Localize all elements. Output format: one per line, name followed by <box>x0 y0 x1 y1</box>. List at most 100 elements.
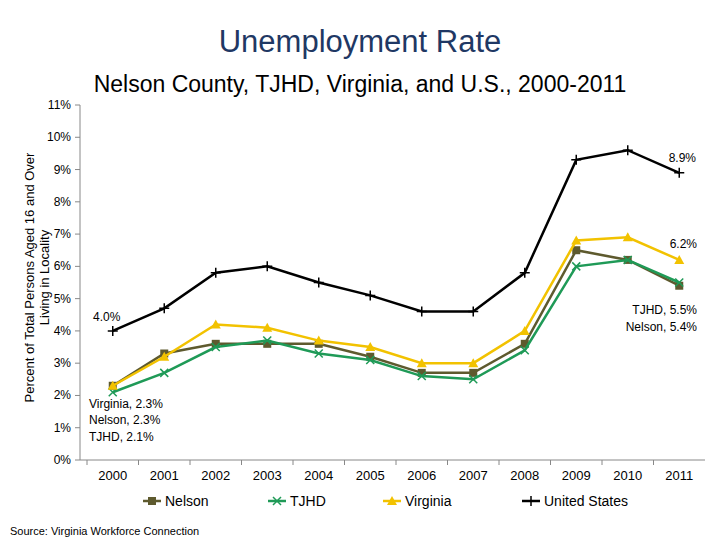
source: Source: Virginia Workforce Connection <box>10 525 199 537</box>
series-marker <box>314 336 324 345</box>
series-marker <box>159 303 169 313</box>
x-tick <box>344 460 345 465</box>
x-tick-label: 2006 <box>407 468 436 483</box>
series-marker <box>365 290 375 300</box>
y-axis-label: Percent of Total Persons Aged 16 and Ove… <box>22 152 52 402</box>
y-tick-label: 6% <box>54 259 72 273</box>
x-tick <box>653 460 654 465</box>
x-tick-label: 2002 <box>201 468 230 483</box>
x-tick <box>87 460 88 465</box>
series-marker <box>520 326 530 335</box>
series-marker <box>366 356 374 364</box>
annotation: TJHD, 2.1% <box>89 430 154 444</box>
series-marker <box>624 256 632 264</box>
y-axis-label-line: Living in Locality <box>37 229 52 325</box>
series-marker <box>571 236 581 245</box>
series-marker <box>675 279 683 287</box>
legend-marker <box>273 497 281 505</box>
title: Unemployment Rate <box>219 24 502 59</box>
y-tick-label: 10% <box>47 130 71 144</box>
y-tick <box>75 266 80 267</box>
series-marker <box>211 319 221 328</box>
series-line <box>113 150 680 331</box>
x-tick-label: 2005 <box>356 468 385 483</box>
x-tick <box>190 460 191 465</box>
subtitle: Nelson County, TJHD, Virginia, and U.S.,… <box>94 71 627 97</box>
annotation: Virginia, 2.3% <box>89 397 163 411</box>
annotation: 8.9% <box>669 151 697 165</box>
y-tick <box>75 105 80 106</box>
x-tick <box>602 460 603 465</box>
series-marker <box>468 307 478 317</box>
legend-marker <box>148 497 156 505</box>
y-tick <box>75 234 80 235</box>
y-tick-label: 9% <box>54 163 72 177</box>
series-line <box>113 260 680 392</box>
series-marker <box>108 381 118 390</box>
x-tick <box>499 460 500 465</box>
series-marker <box>623 232 633 241</box>
y-tick <box>75 137 80 138</box>
annotation: 6.2% <box>670 237 698 251</box>
x-tick <box>447 460 448 465</box>
x-tick <box>138 460 139 465</box>
x-tick-label: 2004 <box>304 468 333 483</box>
legend-marker <box>387 496 397 505</box>
y-tick <box>75 298 80 299</box>
series-marker <box>159 352 169 361</box>
y-tick-label: 11% <box>48 98 71 112</box>
annotation: Nelson, 2.3% <box>89 413 161 427</box>
y-tick <box>75 169 80 170</box>
y-axis-label-line: Percent of Total Persons Aged 16 and Ove… <box>22 152 37 402</box>
x-tick-label: 2011 <box>665 468 693 483</box>
x-tick <box>293 460 294 465</box>
series-marker <box>314 278 324 288</box>
x-tick <box>550 460 551 465</box>
annotation: Nelson, 5.4% <box>626 320 698 334</box>
series-marker <box>623 145 633 155</box>
series-marker <box>521 346 529 354</box>
series-marker <box>365 342 375 351</box>
y-tick <box>75 363 80 364</box>
series-marker <box>211 268 221 278</box>
y-axis-line <box>80 105 81 460</box>
series-marker <box>469 375 477 383</box>
y-tick-label: 1% <box>54 421 72 435</box>
legend-label: United States <box>544 493 628 509</box>
y-tick <box>75 201 80 202</box>
x-tick <box>241 460 242 465</box>
x-axis-line <box>80 460 705 461</box>
series-marker <box>571 155 581 165</box>
legend-marker <box>526 496 536 506</box>
x-tick-label: 2009 <box>562 468 591 483</box>
y-tick <box>75 395 80 396</box>
series-marker <box>520 268 530 278</box>
y-tick-label: 0% <box>54 453 72 467</box>
x-tick-label: 2008 <box>510 468 539 483</box>
x-tick-label: 2000 <box>98 468 127 483</box>
y-tick <box>75 460 80 461</box>
x-tick-label: 2007 <box>459 468 488 483</box>
series-marker <box>417 307 427 317</box>
series-marker <box>418 372 426 380</box>
series-marker <box>674 168 684 178</box>
series-marker <box>262 261 272 271</box>
y-tick <box>75 330 80 331</box>
legend-label: TJHD <box>290 493 326 509</box>
series-line <box>113 250 680 386</box>
y-tick-label: 4% <box>54 324 72 338</box>
series-marker <box>315 350 323 358</box>
y-tick-label: 5% <box>54 292 72 306</box>
y-tick-label: 8% <box>54 195 72 209</box>
series-marker <box>468 358 478 367</box>
series-marker <box>108 326 118 336</box>
chart: Unemployment Rate Nelson County, TJHD, Vi… <box>0 0 720 540</box>
y-tick-label: 3% <box>54 356 72 370</box>
x-tick-label: 2010 <box>613 468 642 483</box>
legend-label: Nelson <box>165 493 209 509</box>
series-marker <box>262 323 272 332</box>
x-tick-label: 2003 <box>253 468 282 483</box>
series-marker <box>674 255 684 264</box>
plot-area <box>108 145 685 396</box>
series-marker <box>160 369 168 377</box>
